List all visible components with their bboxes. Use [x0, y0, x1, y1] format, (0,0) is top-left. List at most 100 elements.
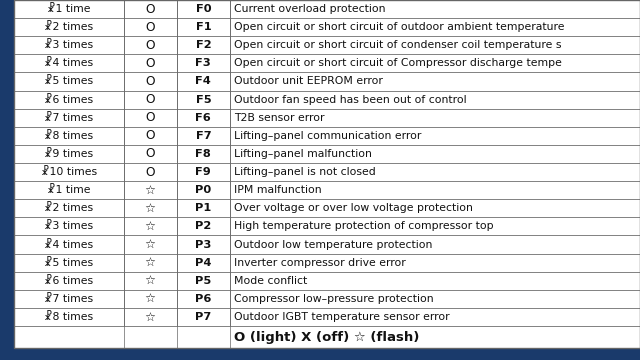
Bar: [177, 145, 230, 163]
Text: T2B sensor error: T2B sensor error: [234, 113, 324, 123]
Text: ☆: ☆: [145, 292, 156, 305]
Bar: [177, 109, 230, 127]
Text: ☧9 times: ☧9 times: [44, 149, 93, 159]
Bar: [177, 36, 230, 54]
Text: ☧2 times: ☧2 times: [44, 22, 93, 32]
Bar: [14, 326, 640, 348]
Bar: [177, 308, 230, 326]
Text: ☧2 times: ☧2 times: [44, 203, 93, 213]
Text: O: O: [145, 166, 155, 179]
Bar: [14, 272, 124, 290]
Text: ☆: ☆: [145, 274, 156, 287]
Bar: [14, 163, 124, 181]
Bar: [14, 127, 124, 145]
Bar: [177, 54, 230, 72]
Text: O (light) X (off) ☆ (flash): O (light) X (off) ☆ (flash): [234, 330, 420, 343]
Text: ☧10 times: ☧10 times: [41, 167, 97, 177]
Bar: [124, 18, 177, 36]
Bar: [230, 0, 640, 18]
Text: F4: F4: [195, 77, 211, 86]
Text: ☧1 time: ☧1 time: [47, 185, 90, 195]
Bar: [14, 0, 124, 18]
Text: Over voltage or over low voltage protection: Over voltage or over low voltage protect…: [234, 203, 473, 213]
Text: O: O: [145, 129, 155, 142]
Text: O: O: [145, 111, 155, 124]
Bar: [177, 18, 230, 36]
Bar: [124, 72, 177, 91]
Text: P1: P1: [195, 203, 211, 213]
Text: IPM malfunction: IPM malfunction: [234, 185, 321, 195]
Text: ☆: ☆: [145, 256, 156, 269]
Text: P0: P0: [195, 185, 211, 195]
Bar: [177, 199, 230, 217]
Text: ☧3 times: ☧3 times: [44, 221, 93, 231]
Text: ☧3 times: ☧3 times: [44, 40, 93, 50]
Text: Open circuit or short circuit of condenser coil temperature s: Open circuit or short circuit of condens…: [234, 40, 561, 50]
Bar: [230, 91, 640, 109]
Bar: [124, 163, 177, 181]
Bar: [124, 54, 177, 72]
Bar: [124, 36, 177, 54]
Text: O: O: [145, 21, 155, 34]
Text: P7: P7: [195, 312, 211, 322]
Bar: [14, 91, 124, 109]
Bar: [177, 72, 230, 91]
Text: Outdoor fan speed has been out of control: Outdoor fan speed has been out of contro…: [234, 95, 467, 105]
Bar: [124, 0, 177, 18]
Text: ☧5 times: ☧5 times: [44, 258, 93, 267]
Bar: [124, 91, 177, 109]
Bar: [230, 54, 640, 72]
Text: ☆: ☆: [145, 202, 156, 215]
Text: F7: F7: [196, 131, 211, 141]
Bar: [14, 308, 124, 326]
Bar: [124, 235, 177, 253]
Bar: [177, 91, 230, 109]
Text: Current overload protection: Current overload protection: [234, 4, 385, 14]
Bar: [177, 235, 230, 253]
Bar: [230, 199, 640, 217]
Text: F3: F3: [195, 58, 211, 68]
Bar: [14, 72, 124, 91]
Bar: [14, 199, 124, 217]
Text: O: O: [145, 148, 155, 161]
Text: ☧7 times: ☧7 times: [44, 294, 93, 304]
Bar: [177, 290, 230, 308]
Bar: [124, 272, 177, 290]
Text: Outdoor unit EEPROM error: Outdoor unit EEPROM error: [234, 77, 383, 86]
Bar: [177, 272, 230, 290]
Bar: [230, 72, 640, 91]
Text: O: O: [145, 57, 155, 70]
Bar: [124, 217, 177, 235]
Text: O: O: [145, 3, 155, 15]
Text: Open circuit or short circuit of outdoor ambient temperature: Open circuit or short circuit of outdoor…: [234, 22, 564, 32]
Text: O: O: [145, 75, 155, 88]
Text: F2: F2: [196, 40, 211, 50]
Bar: [124, 199, 177, 217]
Bar: [14, 145, 124, 163]
Bar: [177, 127, 230, 145]
Bar: [124, 145, 177, 163]
Bar: [230, 181, 640, 199]
Text: Lifting–panel communication error: Lifting–panel communication error: [234, 131, 421, 141]
Bar: [124, 253, 177, 272]
Bar: [14, 290, 124, 308]
Bar: [14, 109, 124, 127]
Text: ☧4 times: ☧4 times: [44, 58, 93, 68]
Bar: [230, 253, 640, 272]
Bar: [14, 54, 124, 72]
Text: P6: P6: [195, 294, 212, 304]
Bar: [14, 18, 124, 36]
Bar: [177, 0, 230, 18]
Text: Outdoor IGBT temperature sensor error: Outdoor IGBT temperature sensor error: [234, 312, 449, 322]
Text: Compressor low–pressure protection: Compressor low–pressure protection: [234, 294, 433, 304]
Text: ☧5 times: ☧5 times: [44, 77, 93, 86]
Bar: [230, 18, 640, 36]
Bar: [230, 235, 640, 253]
Bar: [124, 181, 177, 199]
Bar: [14, 253, 124, 272]
Bar: [0, 0, 14, 360]
Text: ☆: ☆: [145, 238, 156, 251]
Text: Mode conflict: Mode conflict: [234, 276, 307, 286]
Text: ☧6 times: ☧6 times: [44, 95, 93, 105]
Text: ☆: ☆: [145, 310, 156, 323]
